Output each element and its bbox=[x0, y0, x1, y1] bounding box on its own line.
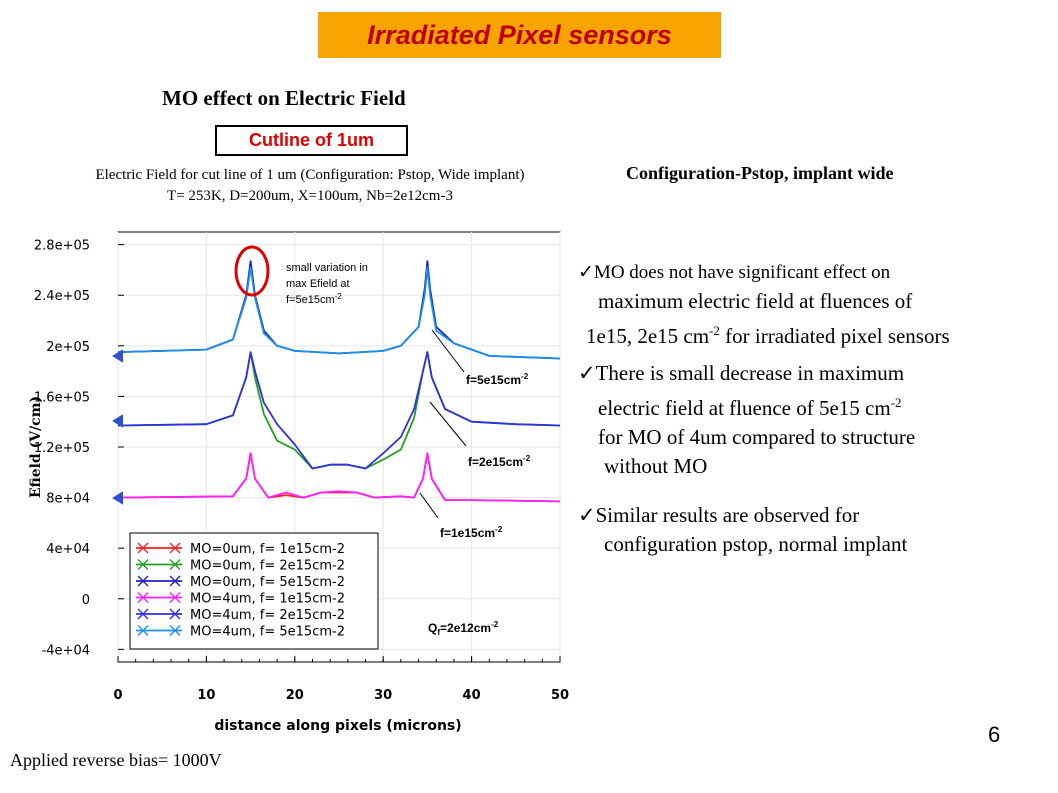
plot-description: Electric Field for cut line of 1 um (Con… bbox=[20, 165, 600, 207]
legend-label: MO=0um, f= 2e15cm-2 bbox=[190, 559, 345, 574]
legend-marker-icon bbox=[137, 559, 181, 570]
bullet-3-line1: ✓Similar results are observed for bbox=[578, 503, 860, 527]
cutline-label: Cutline of 1um bbox=[249, 130, 374, 150]
legend-label: MO=4um, f= 1e15cm-2 bbox=[190, 592, 345, 607]
y-tick-label: -4e+04 bbox=[42, 643, 90, 658]
variation-circle bbox=[234, 245, 270, 297]
check-icon: ✓ bbox=[578, 503, 596, 527]
x-tick-label: 40 bbox=[463, 688, 481, 703]
legend-label: MO=4um, f= 5e15cm-2 bbox=[190, 625, 345, 640]
arrow-icon bbox=[112, 414, 123, 428]
bullet-2-line4: without MO bbox=[604, 454, 708, 478]
bullet-1-line1: ✓MO does not have significant effect on bbox=[578, 262, 891, 283]
plot-description-line2: T= 253K, D=200um, X=100um, Nb=2e12cm-3 bbox=[167, 188, 453, 204]
series-line-5 bbox=[117, 351, 561, 470]
check-icon: ✓ bbox=[578, 361, 596, 385]
variation-note-l2: max Efield at bbox=[286, 278, 350, 290]
legend-marker-icon bbox=[137, 592, 181, 603]
label-f2: f=2e15cm-2 bbox=[468, 454, 531, 469]
variation-note-l3: f=5e15cm-2 bbox=[286, 292, 342, 306]
y-tick-label: 2.4e+05 bbox=[34, 289, 90, 304]
plot-description-line1: Electric Field for cut line of 1 um (Con… bbox=[95, 167, 525, 183]
check-icon: ✓ bbox=[578, 262, 594, 283]
legend-marker-icon bbox=[137, 542, 181, 554]
bias-arrows bbox=[112, 349, 123, 505]
slide-subtitle: MO effect on Electric Field bbox=[162, 86, 406, 110]
legend-marker-icon bbox=[137, 625, 181, 636]
bullet-2-line2: electric field at fluence of 5e15 cm-2 bbox=[598, 395, 902, 420]
x-tick-label: 50 bbox=[551, 688, 569, 703]
pointer-f1 bbox=[419, 492, 439, 519]
pointer-f2 bbox=[429, 401, 467, 447]
label-f1: f=1e15cm-2 bbox=[440, 525, 503, 540]
arrow-icon bbox=[112, 349, 123, 363]
title-banner: Irradiated Pixel sensors bbox=[318, 12, 721, 58]
y-tick-label: 1.2e+05 bbox=[34, 441, 90, 456]
y-tick-label: 0 bbox=[82, 593, 90, 608]
legend-label: MO=4um, f= 2e15cm-2 bbox=[190, 608, 345, 623]
bullet-1-line3: 1e15, 2e15 cm-2 for irradiated pixel sen… bbox=[586, 323, 950, 348]
x-axis-label: distance along pixels (microns) bbox=[214, 718, 461, 734]
x-tick-label: 0 bbox=[113, 688, 122, 703]
legend-marker-icon bbox=[137, 575, 181, 587]
label-f5: f=5e15cm-2 bbox=[466, 372, 529, 387]
bullet-2-line1: ✓There is small decrease in maximum bbox=[578, 361, 905, 385]
variation-note-l1: small variation in bbox=[286, 262, 368, 274]
series-line-4 bbox=[117, 452, 561, 503]
bullet-3-line2: configuration pstop, normal implant bbox=[604, 532, 908, 556]
y-tick-label: 8e+04 bbox=[46, 492, 90, 507]
legend-label: MO=0um, f= 1e15cm-2 bbox=[190, 542, 345, 557]
x-tick-label: 30 bbox=[374, 688, 392, 703]
config-title: Configuration-Pstop, implant wide bbox=[626, 163, 894, 183]
y-axis-ticks: 2.8e+05 2.4e+05 2e+05 1.6e+05 1.2e+05 8e+04 4e… bbox=[34, 239, 124, 658]
y-tick-label: 2.8e+05 bbox=[34, 239, 90, 254]
bias-note: Applied reverse bias= 1000V bbox=[10, 750, 222, 770]
efield-chart: 2.8e+05 2.4e+05 2e+05 1.6e+05 1.2e+05 8e+04 4e… bbox=[28, 231, 569, 734]
y-axis-label: Efield (V/cm) bbox=[28, 396, 44, 498]
x-tick-label: 10 bbox=[197, 688, 215, 703]
legend-marker-icon bbox=[137, 608, 181, 620]
arrow-icon bbox=[112, 491, 123, 505]
page-number: 6 bbox=[988, 722, 1001, 747]
y-tick-label: 4e+04 bbox=[46, 542, 90, 557]
slide-title: Irradiated Pixel sensors bbox=[367, 19, 672, 50]
bullet-1-line2: maximum electric field at fluences of bbox=[598, 289, 913, 313]
y-tick-label: 2e+05 bbox=[46, 340, 90, 355]
bullet-2-line3: for MO of 4um compared to structure bbox=[598, 425, 916, 449]
bullet-list: ✓MO does not have significant effect on … bbox=[578, 258, 1058, 559]
pointer-f5 bbox=[431, 329, 465, 373]
label-qf: Qf=2e12cm-2 bbox=[428, 620, 499, 637]
cutline-box: Cutline of 1um bbox=[215, 125, 408, 156]
legend: MO=0um, f= 1e15cm-2MO=0um, f= 2e15cm-2MO… bbox=[129, 532, 379, 650]
legend-label: MO=0um, f= 5e15cm-2 bbox=[190, 575, 345, 590]
x-axis-ticks: 0 10 20 30 40 50 bbox=[113, 656, 569, 703]
y-tick-label: 1.6e+05 bbox=[34, 390, 90, 405]
x-tick-label: 20 bbox=[286, 688, 304, 703]
